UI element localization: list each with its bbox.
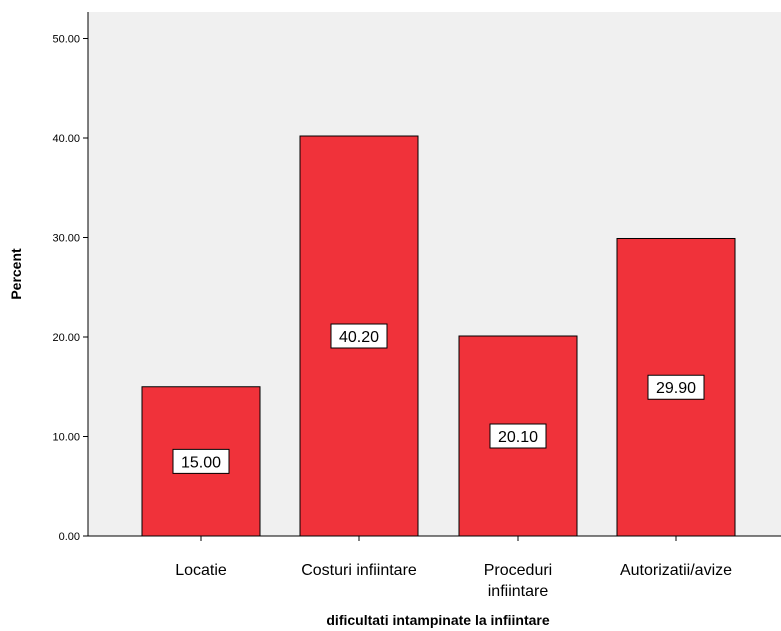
x-category-label: Costuri infiintare [301,562,417,579]
y-tick-label: 40.00 [52,133,80,145]
data-label: 29.90 [656,380,696,397]
y-tick-label: 20.00 [52,332,80,344]
data-label-box [647,374,705,400]
y-tick-label: 10.00 [52,432,80,444]
x-axis-title: dificultati intampinate la infiintare [326,612,549,628]
x-axis-category-labels: Locatie Costuri infiintare Proceduri infiin… [175,536,732,600]
y-axis-title: Percent [8,248,24,300]
y-tick-label: 0.00 [59,531,80,543]
data-label-box [172,448,230,474]
x-category-label: Autorizatii/avize [620,562,732,579]
bars: 15.00 40.20 20.10 29.90 [141,135,736,537]
data-label-box [489,423,547,449]
data-label: 20.10 [498,429,538,446]
x-category-label: Proceduri infiintare [484,562,552,600]
y-axis-ticks: 0.00 10.00 20.00 30.00 40.00 50.00 [52,34,88,543]
y-tick-label: 30.00 [52,233,80,245]
data-label: 15.00 [181,454,221,471]
data-label: 40.20 [339,329,379,346]
x-category-label: Locatie [175,562,227,579]
y-tick-label: 50.00 [52,34,80,46]
data-label-box [330,323,388,349]
